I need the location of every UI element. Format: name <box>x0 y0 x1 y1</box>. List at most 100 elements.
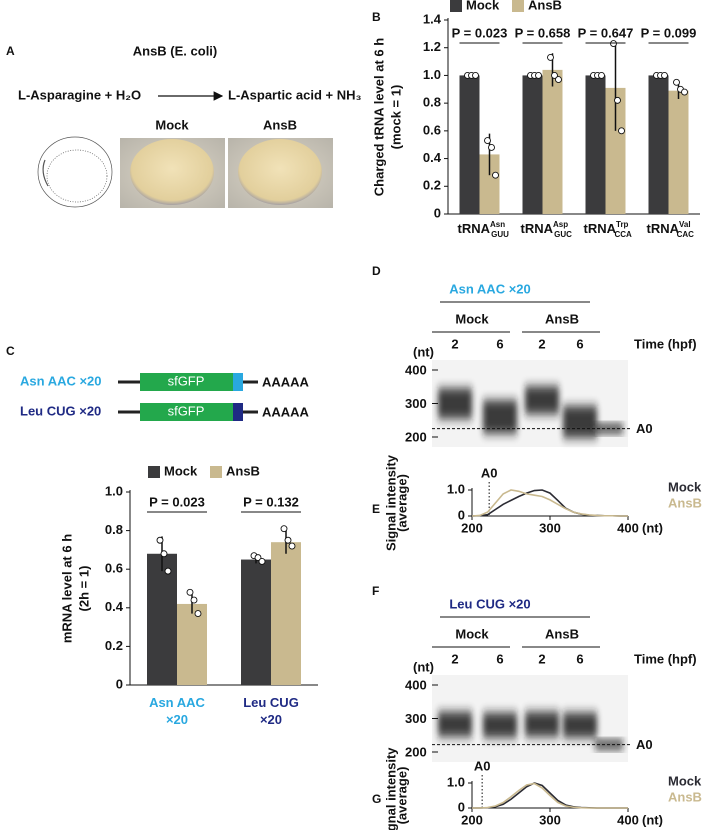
gene-label: sfGFP <box>168 403 205 418</box>
line <box>472 782 628 809</box>
construct-name: Asn AAC ×20 <box>20 373 102 388</box>
category-base: tRNA <box>647 221 680 236</box>
x-tick-label: 400 <box>617 520 639 535</box>
y-tick-label: 1.0 <box>447 774 465 789</box>
size-label: 400 <box>405 677 427 692</box>
data-point <box>551 71 558 79</box>
category-sup: Trp <box>616 220 629 229</box>
data-point <box>194 610 202 618</box>
legend-label: Mock <box>668 773 702 788</box>
y-axis-label: (average) <box>394 474 409 532</box>
data-point <box>661 71 668 79</box>
data-point <box>190 596 198 604</box>
data-point <box>288 542 296 550</box>
annotation-label: A0 <box>474 758 491 773</box>
legend-label: AnsB <box>668 789 702 804</box>
y-tick-label: 0.6 <box>105 561 123 576</box>
category-sup: Asp <box>553 220 568 229</box>
panel-label: C <box>6 344 15 358</box>
embryo <box>130 139 214 205</box>
band <box>563 712 597 738</box>
x-axis-label: (nt) <box>642 812 663 827</box>
lane-label: 2 <box>538 336 545 351</box>
group-label: Mock <box>455 626 489 641</box>
lane-label: 2 <box>451 651 458 666</box>
legend-label: AnsB <box>528 0 562 12</box>
line <box>471 489 628 517</box>
y-tick-label: 1.0 <box>423 67 441 82</box>
group-label: Mock <box>455 311 489 326</box>
x-tick-label: 200 <box>461 812 483 827</box>
panel-label: G <box>372 792 381 806</box>
y-tick-label: 1.2 <box>423 39 441 54</box>
data-point <box>156 536 164 544</box>
bar <box>648 75 669 214</box>
gene-label: sfGFP <box>168 373 205 388</box>
data-point <box>280 525 288 533</box>
y-tick-label: 0 <box>458 507 465 522</box>
image-label: AnsB <box>263 117 297 132</box>
data-point <box>186 588 194 596</box>
sfgfp-box <box>140 403 233 421</box>
bar <box>605 87 626 214</box>
lane-label: 6 <box>496 651 503 666</box>
data-point <box>555 76 562 84</box>
category-sup: Asn <box>490 220 505 229</box>
p-value: P = 0.023 <box>149 494 205 509</box>
bar <box>522 75 543 214</box>
y-tick-label: 0.8 <box>423 95 441 110</box>
size-label: 200 <box>405 429 427 444</box>
bar <box>668 90 689 214</box>
x-tick-label: tRNAAsp GUC <box>521 220 573 239</box>
bar <box>542 69 563 214</box>
p-value: P = 0.132 <box>243 494 299 509</box>
embryo <box>238 139 322 205</box>
data-point <box>535 71 542 79</box>
enzyme-title: AnsB (E. coli) <box>133 43 218 58</box>
y-tick-label: 1.4 <box>423 11 442 26</box>
y-tick-label: 0.2 <box>423 178 441 193</box>
lane-label: 6 <box>576 651 583 666</box>
p-value: P = 0.023 <box>452 25 508 40</box>
bar <box>459 75 480 214</box>
y-tick-label: 0.4 <box>105 599 124 614</box>
data-point <box>598 71 605 79</box>
data-point <box>160 550 168 558</box>
lane-label: 6 <box>576 336 583 351</box>
lane-label: 6 <box>496 336 503 351</box>
construct: Asn AAC ×20 sfGFP AAAAA <box>20 373 310 391</box>
y-tick-label: 1.0 <box>105 483 123 498</box>
band <box>438 388 472 419</box>
y-tick-label: 0.8 <box>105 522 123 537</box>
unit-label: (nt) <box>413 659 434 674</box>
legend-swatch <box>450 0 462 12</box>
y-axis-label: (mock = 1) <box>388 85 403 150</box>
data-point <box>547 53 554 61</box>
bar <box>241 559 271 685</box>
category-base: tRNA <box>521 221 554 236</box>
x-tick-label: tRNAAsn GUU <box>458 220 510 239</box>
legend-swatch <box>512 0 524 12</box>
panel-label: F <box>372 584 379 598</box>
bar <box>147 553 177 685</box>
category-sub: CAC <box>677 230 695 239</box>
panel-label: E <box>372 502 380 516</box>
lane-label: 2 <box>451 336 458 351</box>
data-point <box>614 96 621 104</box>
data-point <box>484 137 491 145</box>
a0-label: A0 <box>636 421 653 436</box>
size-label: 300 <box>405 396 427 411</box>
x-tick-label: Leu CUG ×20 <box>243 695 299 727</box>
y-axis-label: (average) <box>394 767 409 825</box>
data-point <box>673 78 680 86</box>
size-label: 300 <box>405 711 427 726</box>
bar <box>177 603 207 685</box>
panel-label: D <box>372 264 381 278</box>
bar <box>271 542 301 685</box>
band <box>483 712 517 738</box>
legend-label: AnsB <box>668 495 702 510</box>
size-label: 200 <box>405 744 427 759</box>
band <box>525 386 559 415</box>
